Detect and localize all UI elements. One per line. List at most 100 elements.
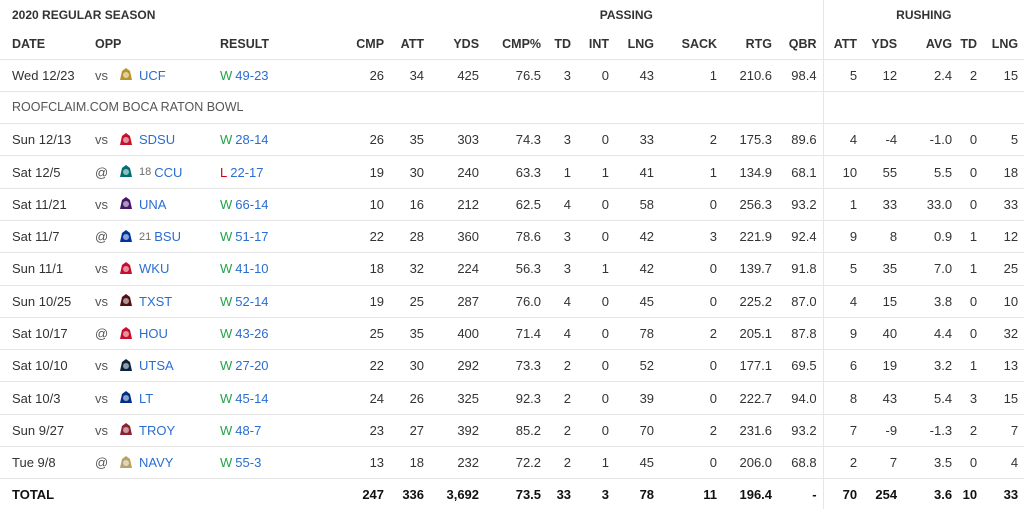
group-header-row: 2020 REGULAR SEASON PASSING RUSHING <box>0 0 1024 29</box>
column-header-date[interactable]: DATE <box>12 36 46 51</box>
home-away-indicator: vs <box>95 196 108 212</box>
stat-sack: 3 <box>709 229 718 245</box>
opponent-cell: @21 BSU <box>95 220 220 252</box>
home-away-indicator: vs <box>95 293 108 309</box>
result-cell: W 49-23 <box>220 59 340 91</box>
stat-yds: 392 <box>457 422 480 438</box>
column-header-sack[interactable]: SACK <box>681 36 718 51</box>
home-away-indicator: vs <box>95 67 108 83</box>
column-header-yds[interactable]: YDS <box>453 36 480 51</box>
stat-qbr: 87.8 <box>791 326 817 342</box>
column-header-qbr[interactable]: QBR <box>788 36 817 51</box>
stat-yds: 43 <box>882 390 898 406</box>
score-link[interactable]: 45-14 <box>235 390 269 406</box>
column-header-att[interactable]: ATT <box>400 36 425 51</box>
stat-yds: 33 <box>882 196 898 212</box>
stat-int: 1 <box>601 261 610 277</box>
stat-yds: 7 <box>889 455 898 471</box>
opponent: vs UCF <box>95 66 220 84</box>
stat-lng: 58 <box>639 196 655 212</box>
stat-lng: 33 <box>1003 196 1019 212</box>
win-loss-badge: W <box>220 229 233 245</box>
stat-att: 28 <box>409 229 425 245</box>
stat-att: 25 <box>409 293 425 309</box>
total-qbr: - <box>812 486 817 502</box>
score-link[interactable]: 66-14 <box>235 196 269 212</box>
stat-att: 2 <box>822 446 864 479</box>
score-link[interactable]: 52-14 <box>235 293 269 309</box>
win-loss-badge: L <box>220 164 228 180</box>
bronco-icon <box>117 228 135 246</box>
stat-cmp-pct: 92.3 <box>515 390 542 406</box>
column-header-lng[interactable]: LNG <box>627 36 655 51</box>
stat-cmp: 10 <box>369 196 385 212</box>
total-lng: 33 <box>1003 486 1019 502</box>
game-row: Sun 10/25 vs TXST W 52-14 19 25 287 76.0 4 0 45 0 225… <box>0 285 1024 318</box>
stat-td: 4 <box>563 196 572 212</box>
stat-qbr: 69.5 <box>791 358 817 374</box>
opponent-link[interactable]: HOU <box>139 326 168 342</box>
score-link[interactable]: 51-17 <box>235 229 269 245</box>
column-header-cmp-pct[interactable]: CMP% <box>502 36 542 51</box>
column-header-rtg[interactable]: RTG <box>745 36 773 51</box>
game-row: Sun 12/13 vs SDSU W 28-14 26 35 303 74.3 3 0 33 2 175… <box>0 123 1024 156</box>
score-link[interactable]: 55-3 <box>235 455 262 471</box>
column-header-att[interactable]: ATT <box>822 29 864 59</box>
stat-yds: 40 <box>882 326 898 342</box>
score-link[interactable]: 43-26 <box>235 326 269 342</box>
opponent-cell: vs UNA <box>95 188 220 220</box>
score-link[interactable]: 48-7 <box>235 422 262 438</box>
stat-qbr: 93.2 <box>791 422 817 438</box>
stat-lng: 42 <box>639 261 655 277</box>
opponent-link[interactable]: UCF <box>139 67 166 83</box>
total-td: 10 <box>962 486 978 502</box>
column-header-opp[interactable]: OPP <box>95 36 122 51</box>
opponent-link[interactable]: WKU <box>139 261 170 277</box>
column-header-td[interactable]: TD <box>960 36 978 51</box>
win-loss-badge: W <box>220 390 233 406</box>
opponent-link[interactable]: SDSU <box>139 132 176 148</box>
stat-cmp: 22 <box>369 229 385 245</box>
stat-td: 1 <box>969 261 978 277</box>
score-link[interactable]: 27-20 <box>235 358 269 374</box>
stat-yds: 287 <box>457 293 480 309</box>
opponent-link[interactable]: UNA <box>139 196 167 212</box>
opponent-cell: vs TXST <box>95 285 220 317</box>
column-header-int[interactable]: INT <box>588 36 610 51</box>
win-loss-badge: W <box>220 196 233 212</box>
opponent-link[interactable]: TXST <box>139 293 173 309</box>
score-link[interactable]: 22-17 <box>230 164 264 180</box>
stat-att: 7 <box>822 414 864 447</box>
opponent-link[interactable]: LT <box>139 390 154 406</box>
opponent-link[interactable]: CCU <box>154 164 183 180</box>
score-link[interactable]: 49-23 <box>235 67 269 83</box>
score-link[interactable]: 41-10 <box>235 261 269 277</box>
column-header-yds[interactable]: YDS <box>871 36 898 51</box>
column-header-result[interactable]: RESULT <box>220 36 270 51</box>
score-link[interactable]: 28-14 <box>235 132 269 148</box>
opponent: vs UTSA <box>95 357 220 375</box>
column-header-cmp[interactable]: CMP <box>356 36 385 51</box>
stat-avg: 3.8 <box>933 293 953 309</box>
stat-cmp-pct: 56.3 <box>515 261 542 277</box>
opponent-link[interactable]: UTSA <box>139 358 174 374</box>
column-header-td[interactable]: TD <box>554 36 572 51</box>
stat-td: 2 <box>969 422 978 438</box>
stat-yds: 232 <box>457 455 480 471</box>
stat-yds: 240 <box>457 164 480 180</box>
game-date: Wed 12/23 <box>12 67 75 83</box>
opponent-cell: vs LT <box>95 382 220 414</box>
opponent-link[interactable]: TROY <box>139 422 176 438</box>
bowl-label-row: ROOFCLAIM.COM BOCA RATON BOWL <box>0 91 1024 124</box>
opponent-link[interactable]: BSU <box>154 229 181 245</box>
stat-lng: 43 <box>639 67 655 83</box>
column-header-avg[interactable]: AVG <box>925 36 953 51</box>
game-date: Sat 10/10 <box>12 358 68 374</box>
rushing-group-label: RUSHING <box>822 0 1024 29</box>
column-header-lng[interactable]: LNG <box>991 36 1019 51</box>
stat-yds: -9 <box>885 422 898 438</box>
stat-int: 0 <box>601 326 610 342</box>
opponent-link[interactable]: NAVY <box>139 455 174 471</box>
stat-sack: 0 <box>709 196 718 212</box>
stat-cmp-pct: 71.4 <box>515 326 542 342</box>
